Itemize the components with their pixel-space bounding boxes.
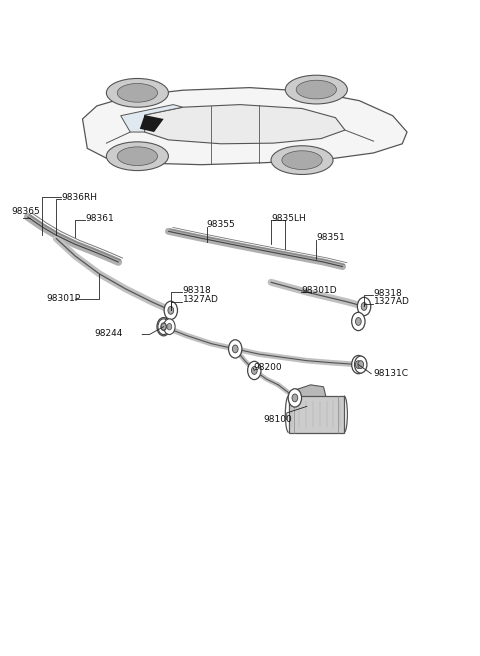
Polygon shape bbox=[83, 88, 407, 165]
Polygon shape bbox=[120, 104, 183, 132]
Text: 98244: 98244 bbox=[95, 329, 123, 338]
Circle shape bbox=[157, 318, 170, 336]
Text: 1327AD: 1327AD bbox=[183, 295, 218, 304]
Circle shape bbox=[161, 323, 166, 330]
Polygon shape bbox=[140, 115, 164, 132]
Circle shape bbox=[248, 361, 261, 380]
Circle shape bbox=[232, 345, 238, 353]
Circle shape bbox=[356, 361, 361, 369]
Text: 98200: 98200 bbox=[253, 363, 282, 372]
Ellipse shape bbox=[271, 146, 333, 174]
Circle shape bbox=[352, 356, 365, 374]
Circle shape bbox=[161, 323, 167, 331]
Polygon shape bbox=[291, 385, 326, 407]
Circle shape bbox=[164, 301, 178, 319]
Ellipse shape bbox=[117, 83, 157, 102]
Circle shape bbox=[167, 323, 172, 330]
Ellipse shape bbox=[296, 80, 336, 99]
Ellipse shape bbox=[107, 142, 168, 171]
Circle shape bbox=[361, 302, 367, 310]
Circle shape bbox=[292, 394, 298, 402]
Circle shape bbox=[164, 319, 175, 335]
Text: 98351: 98351 bbox=[316, 234, 345, 242]
Text: 98100: 98100 bbox=[263, 415, 292, 424]
Circle shape bbox=[352, 312, 365, 331]
Circle shape bbox=[358, 361, 364, 369]
Text: 98355: 98355 bbox=[206, 220, 235, 230]
Circle shape bbox=[288, 389, 301, 407]
Text: 1327AD: 1327AD bbox=[373, 297, 409, 306]
Circle shape bbox=[356, 318, 361, 325]
Polygon shape bbox=[288, 396, 344, 432]
Circle shape bbox=[358, 297, 371, 316]
Text: 98318: 98318 bbox=[373, 289, 402, 298]
Circle shape bbox=[252, 367, 257, 375]
Ellipse shape bbox=[117, 147, 157, 165]
Text: 98365: 98365 bbox=[11, 207, 40, 216]
Ellipse shape bbox=[282, 151, 322, 169]
Circle shape bbox=[168, 306, 174, 314]
Circle shape bbox=[228, 340, 242, 358]
Circle shape bbox=[355, 356, 367, 373]
Text: 9835LH: 9835LH bbox=[271, 214, 306, 223]
Ellipse shape bbox=[285, 75, 348, 104]
Text: 98361: 98361 bbox=[85, 214, 114, 223]
Circle shape bbox=[158, 319, 169, 335]
Text: 9836RH: 9836RH bbox=[61, 193, 97, 202]
Ellipse shape bbox=[107, 79, 168, 107]
Text: 98301D: 98301D bbox=[301, 285, 336, 295]
Polygon shape bbox=[144, 104, 345, 144]
Text: 98318: 98318 bbox=[183, 285, 212, 295]
Text: 98301P: 98301P bbox=[47, 294, 81, 303]
Text: 98131C: 98131C bbox=[373, 369, 408, 379]
